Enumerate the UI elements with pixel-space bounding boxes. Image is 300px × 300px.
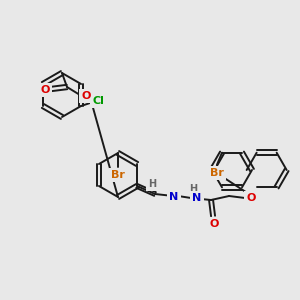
Text: Br: Br: [210, 168, 224, 178]
Text: N: N: [169, 192, 179, 202]
Text: Br: Br: [111, 170, 125, 180]
Text: O: O: [209, 219, 219, 229]
Text: N: N: [192, 193, 202, 203]
Text: Cl: Cl: [92, 96, 104, 106]
Text: H: H: [189, 184, 197, 194]
Text: H: H: [148, 179, 156, 189]
Text: O: O: [40, 85, 50, 95]
Text: O: O: [246, 193, 256, 203]
Text: O: O: [81, 91, 91, 101]
